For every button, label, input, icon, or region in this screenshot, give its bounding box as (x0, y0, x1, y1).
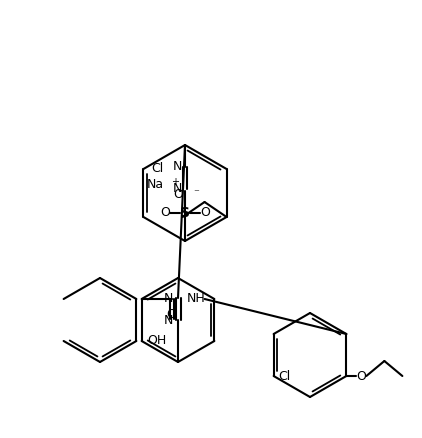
Text: N: N (163, 314, 173, 326)
Text: N: N (172, 183, 182, 195)
Text: Cl: Cl (279, 370, 291, 382)
Text: ⁻: ⁻ (193, 188, 199, 198)
Text: +: + (171, 177, 179, 187)
Text: O: O (173, 188, 183, 201)
Text: Cl: Cl (151, 162, 164, 176)
Text: N: N (163, 292, 173, 304)
Text: O: O (357, 370, 366, 382)
Text: OH: OH (148, 335, 167, 347)
Text: NH: NH (187, 293, 206, 305)
Text: S: S (180, 206, 190, 220)
Text: Na: Na (146, 179, 164, 191)
Text: O: O (167, 307, 176, 321)
Text: N: N (172, 160, 182, 173)
Text: O: O (160, 206, 170, 219)
Text: O: O (200, 206, 210, 219)
